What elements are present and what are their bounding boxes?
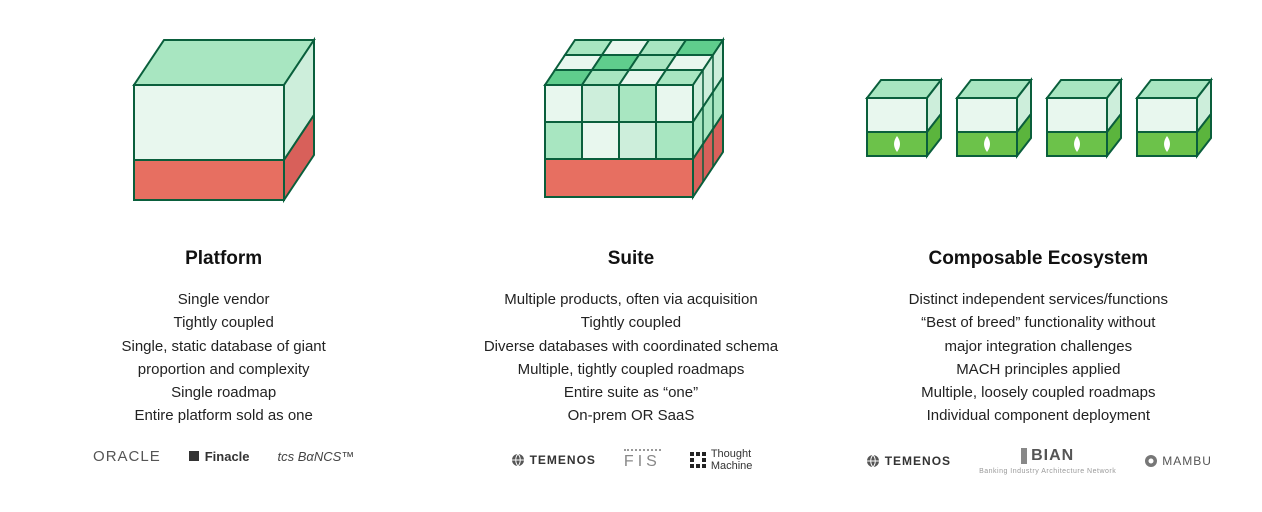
platform-logos: ORACLE Finacle tcs BαNCS™ — [93, 448, 354, 465]
column-suite: Suite Multiple products, often via acqui… — [441, 30, 821, 492]
bian-logo: BIAN Banking Industry Architecture Netwo… — [979, 448, 1116, 475]
ecosystem-illustration — [858, 30, 1218, 220]
suite-cube-svg — [511, 30, 751, 220]
suite-logos: TEMENOS FIS Thought Machine — [510, 448, 753, 472]
globe-icon — [510, 452, 526, 468]
thought-machine-logo: Thought Machine — [689, 448, 753, 472]
column-ecosystem: Composable Ecosystem Distinct independen… — [848, 30, 1228, 492]
platform-illustration — [109, 30, 339, 220]
column-platform: Platform Single vendor Tightly coupled S… — [34, 30, 414, 492]
suite-illustration — [511, 30, 751, 220]
oracle-logo: ORACLE — [93, 448, 161, 465]
globe-icon — [865, 453, 881, 469]
platform-lines: Single vendor Tightly coupled Single, st… — [122, 288, 326, 428]
suite-lines: Multiple products, often via acquisition… — [484, 288, 778, 428]
mambu-logo: MAMBU — [1144, 454, 1212, 468]
grid-icon — [689, 451, 707, 469]
temenos-logo-2: TEMENOS — [865, 453, 951, 469]
circle-icon — [1144, 454, 1158, 468]
ecosystem-title: Composable Ecosystem — [928, 248, 1148, 270]
fis-logo: FIS — [624, 449, 661, 471]
platform-title: Platform — [185, 248, 262, 270]
finacle-icon — [189, 451, 199, 461]
ecosystem-cubes-svg — [858, 70, 1218, 180]
temenos-logo: TEMENOS — [510, 452, 596, 468]
suite-title: Suite — [608, 248, 654, 270]
ecosystem-logos: TEMENOS BIAN Banking Industry Architectu… — [865, 448, 1212, 475]
finacle-logo: Finacle — [189, 449, 250, 464]
thought-machine-text: Thought Machine — [711, 448, 753, 472]
ecosystem-lines: Distinct independent services/functions … — [909, 288, 1168, 428]
tcs-bancs-logo: tcs BαNCS™ — [278, 449, 355, 464]
platform-cube-svg — [109, 30, 339, 220]
